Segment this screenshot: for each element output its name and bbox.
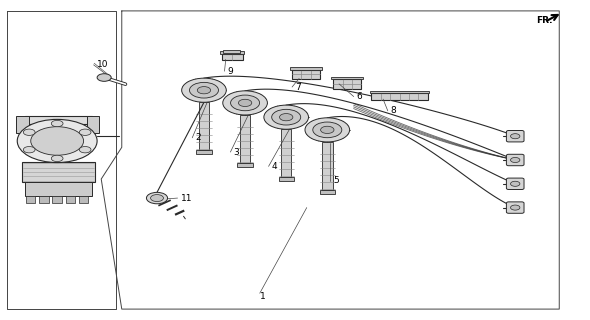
- Circle shape: [402, 95, 407, 98]
- Bar: [290, 67, 322, 69]
- Text: 5: 5: [333, 176, 339, 185]
- Circle shape: [320, 126, 334, 133]
- Bar: [26, 196, 35, 203]
- Bar: [40, 196, 48, 203]
- Circle shape: [51, 120, 63, 127]
- Bar: [371, 93, 428, 100]
- Circle shape: [510, 181, 520, 186]
- Bar: [65, 196, 75, 203]
- Circle shape: [150, 195, 163, 202]
- FancyBboxPatch shape: [506, 178, 524, 189]
- Text: 2: 2: [195, 133, 201, 142]
- Circle shape: [197, 87, 211, 94]
- Circle shape: [97, 74, 111, 81]
- Bar: [322, 142, 333, 190]
- Bar: [22, 162, 96, 182]
- FancyBboxPatch shape: [506, 131, 524, 142]
- Text: 9: 9: [228, 67, 233, 76]
- Circle shape: [264, 105, 309, 129]
- Bar: [224, 50, 240, 53]
- Bar: [292, 69, 320, 79]
- Circle shape: [51, 155, 63, 162]
- Text: 6: 6: [357, 92, 362, 101]
- Bar: [222, 54, 242, 60]
- Circle shape: [17, 119, 97, 163]
- Circle shape: [238, 99, 252, 107]
- Circle shape: [24, 147, 35, 153]
- Circle shape: [421, 95, 425, 98]
- Bar: [199, 102, 209, 150]
- Text: FR.: FR.: [536, 16, 552, 25]
- Circle shape: [510, 205, 520, 210]
- Circle shape: [510, 157, 520, 163]
- Circle shape: [345, 85, 350, 87]
- Bar: [220, 51, 244, 54]
- Circle shape: [189, 82, 218, 98]
- Circle shape: [146, 192, 168, 204]
- Bar: [79, 196, 88, 203]
- Bar: [25, 182, 93, 196]
- Circle shape: [231, 95, 260, 111]
- Bar: [333, 79, 361, 89]
- Circle shape: [355, 85, 359, 87]
- Circle shape: [271, 109, 301, 125]
- Text: 7: 7: [295, 83, 301, 92]
- Circle shape: [305, 118, 350, 142]
- Circle shape: [223, 91, 267, 115]
- Text: 4: 4: [271, 162, 277, 171]
- Circle shape: [373, 95, 378, 98]
- Circle shape: [355, 80, 359, 83]
- Text: 10: 10: [97, 60, 108, 69]
- Circle shape: [411, 95, 416, 98]
- Circle shape: [294, 71, 299, 73]
- Circle shape: [304, 71, 309, 73]
- Circle shape: [392, 95, 397, 98]
- Bar: [87, 116, 100, 133]
- Text: 1: 1: [260, 292, 266, 301]
- Bar: [332, 76, 363, 79]
- Text: 8: 8: [391, 106, 396, 115]
- Circle shape: [79, 147, 91, 153]
- Bar: [196, 150, 212, 154]
- Circle shape: [336, 85, 340, 87]
- Circle shape: [313, 71, 318, 73]
- Bar: [237, 163, 253, 167]
- Bar: [53, 196, 62, 203]
- Text: 3: 3: [233, 148, 239, 156]
- Circle shape: [224, 55, 230, 58]
- FancyBboxPatch shape: [506, 202, 524, 213]
- Circle shape: [345, 80, 350, 83]
- Circle shape: [383, 95, 388, 98]
- Bar: [278, 177, 294, 181]
- Circle shape: [304, 76, 309, 78]
- Bar: [240, 115, 250, 163]
- Circle shape: [31, 127, 84, 155]
- Bar: [320, 189, 335, 194]
- Circle shape: [235, 55, 240, 58]
- Text: 11: 11: [181, 194, 192, 203]
- Bar: [16, 116, 29, 133]
- Circle shape: [510, 134, 520, 139]
- Bar: [281, 129, 291, 178]
- Circle shape: [313, 122, 342, 138]
- Circle shape: [24, 129, 35, 135]
- Circle shape: [313, 76, 318, 78]
- Bar: [369, 91, 430, 93]
- FancyBboxPatch shape: [506, 154, 524, 166]
- Bar: [25, 116, 93, 124]
- Circle shape: [182, 78, 227, 102]
- Circle shape: [336, 80, 340, 83]
- Circle shape: [294, 76, 299, 78]
- Circle shape: [280, 114, 293, 121]
- Circle shape: [79, 129, 91, 135]
